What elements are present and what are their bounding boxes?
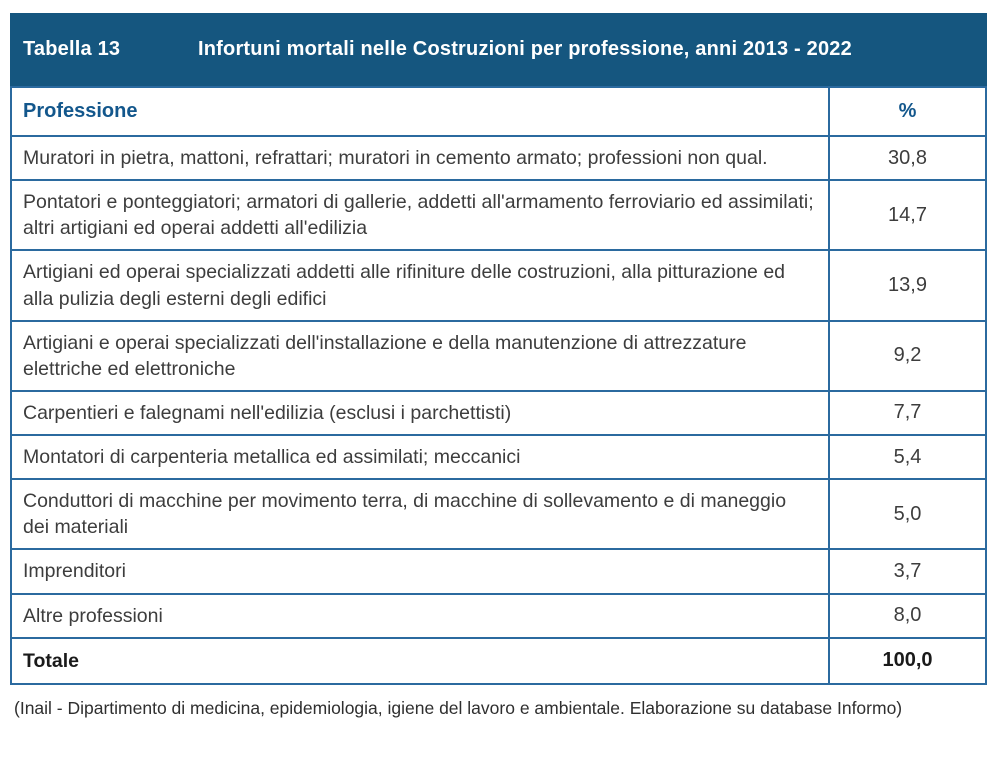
total-label-cell: Totale xyxy=(10,636,830,685)
profession-cell: Artigiani ed operai specializzati addett… xyxy=(10,249,830,322)
percent-cell: 9,2 xyxy=(828,319,987,392)
percent-cell: 5,4 xyxy=(828,433,987,481)
profession-cell: Pontatori e ponteggiatori; armatori di g… xyxy=(10,179,830,252)
table-title: Infortuni mortali nelle Costruzioni per … xyxy=(198,38,852,60)
table-row: Muratori in pietra, mattoni, refrattari;… xyxy=(10,134,987,182)
table-row: Conduttori di macchine per movimento ter… xyxy=(10,478,987,551)
percent-cell: 8,0 xyxy=(828,592,987,639)
profession-cell: Carpentieri e falegnami nell'edilizia (e… xyxy=(10,389,830,437)
profession-cell: Altre professioni xyxy=(10,592,830,639)
column-header-profession: Professione xyxy=(10,86,830,137)
percent-cell: 13,9 xyxy=(828,249,987,322)
profession-cell: Montatori di carpenteria metallica ed as… xyxy=(10,433,830,481)
table-row: Altre professioni 8,0 xyxy=(10,592,987,639)
percent-cell: 30,8 xyxy=(828,134,987,182)
table-number-label: Tabella 13 xyxy=(23,38,121,60)
table-row: Pontatori e ponteggiatori; armatori di g… xyxy=(10,179,987,252)
profession-cell: Imprenditori xyxy=(10,548,830,595)
table-header-row: Professione % xyxy=(10,86,987,137)
percent-cell: 7,7 xyxy=(828,389,987,437)
percent-cell: 3,7 xyxy=(828,548,987,595)
professions-table: Professione % Muratori in pietra, matton… xyxy=(10,86,987,685)
table-row: Artigiani ed operai specializzati addett… xyxy=(10,249,987,322)
percent-cell: 14,7 xyxy=(828,179,987,252)
profession-cell: Muratori in pietra, mattoni, refrattari;… xyxy=(10,134,830,182)
table-row: Imprenditori 3,7 xyxy=(10,548,987,595)
table-row: Carpentieri e falegnami nell'edilizia (e… xyxy=(10,389,987,437)
total-percent-cell: 100,0 xyxy=(828,636,987,685)
column-header-percent: % xyxy=(828,86,987,137)
table-row: Montatori di carpenteria metallica ed as… xyxy=(10,433,987,481)
percent-cell: 5,0 xyxy=(828,478,987,551)
table-row: Artigiani e operai specializzati dell'in… xyxy=(10,319,987,392)
profession-cell: Conduttori di macchine per movimento ter… xyxy=(10,478,830,551)
table-title-bar: Tabella 13 Infortuni mortali nelle Costr… xyxy=(10,13,987,86)
profession-cell: Artigiani e operai specializzati dell'in… xyxy=(10,319,830,392)
source-footnote: (Inail - Dipartimento di medicina, epide… xyxy=(14,697,903,718)
total-row: Totale 100,0 xyxy=(10,636,987,685)
